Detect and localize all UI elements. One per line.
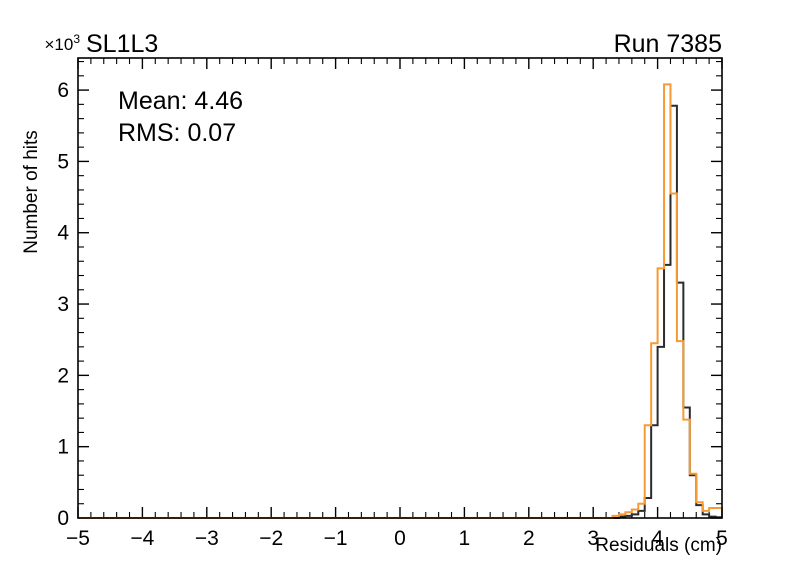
x-tick-label: 3 bbox=[587, 527, 599, 550]
y-axis-title: Number of hits bbox=[21, 130, 42, 254]
y-tick-label: 1 bbox=[57, 436, 69, 459]
y-axis-tick-labels: 0 1 2 3 4 5 6 bbox=[57, 79, 69, 530]
x-tick-label: 5 bbox=[716, 527, 728, 550]
plot-frame bbox=[77, 57, 723, 519]
y-tick-label: 0 bbox=[57, 507, 69, 530]
y-tick-label: 3 bbox=[57, 293, 69, 316]
y-axis-exponent: ×103 bbox=[44, 32, 80, 54]
y-axis-ticks bbox=[78, 61, 722, 519]
x-tick-label: −1 bbox=[324, 527, 348, 550]
x-tick-label: 4 bbox=[652, 527, 664, 550]
plot-title: SL1L3 bbox=[86, 30, 158, 58]
x-axis-tick-labels: −5 −4 −3 −2 −1 0 1 2 3 4 5 bbox=[66, 527, 728, 550]
stat-mean: Mean: 4.46 bbox=[118, 87, 243, 115]
x-tick-label: −5 bbox=[66, 527, 90, 550]
x-tick-label: 2 bbox=[523, 527, 535, 550]
run-label: Run 7385 bbox=[614, 30, 722, 58]
y-axis-exponent-power: 3 bbox=[73, 32, 80, 46]
x-axis-title: Residuals (cm) bbox=[595, 535, 722, 556]
y-tick-label: 6 bbox=[57, 79, 69, 102]
x-tick-label: −4 bbox=[130, 527, 154, 550]
x-tick-label: −3 bbox=[195, 527, 219, 550]
y-tick-label: 2 bbox=[57, 364, 69, 387]
y-axis-exponent-base: ×10 bbox=[44, 35, 73, 54]
x-tick-label: −2 bbox=[259, 527, 283, 550]
stat-rms: RMS: 0.07 bbox=[118, 119, 236, 147]
y-tick-label: 4 bbox=[57, 222, 69, 245]
x-tick-label: 0 bbox=[394, 527, 406, 550]
x-tick-label: 1 bbox=[459, 527, 471, 550]
y-tick-label: 5 bbox=[57, 150, 69, 173]
